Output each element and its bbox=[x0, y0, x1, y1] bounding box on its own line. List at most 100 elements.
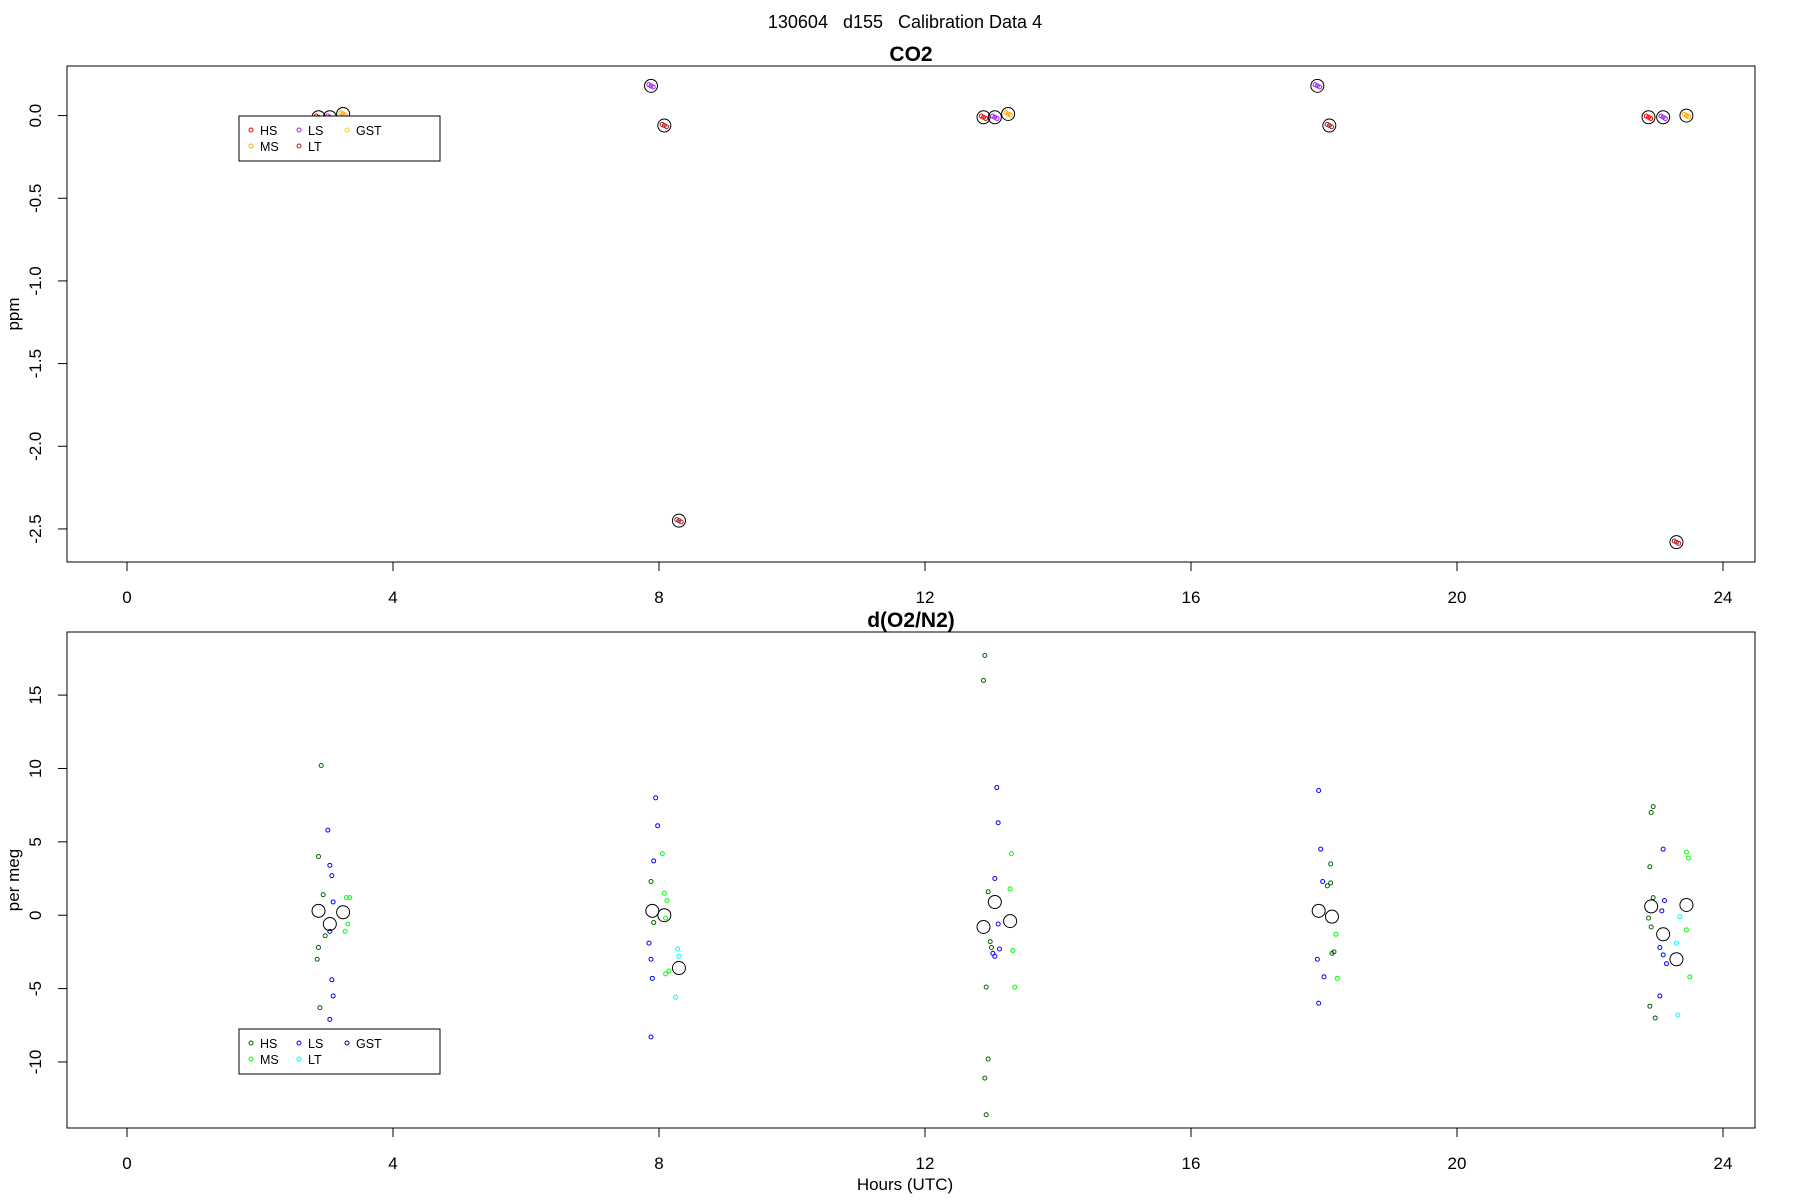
o2n2-legend-label-lt: LT bbox=[308, 1053, 322, 1067]
o2n2-legend-marker-ms bbox=[248, 1056, 254, 1062]
o2n2-point-hs bbox=[982, 652, 988, 658]
o2n2-point-hs bbox=[651, 920, 657, 926]
o2n2-point-hs bbox=[314, 956, 320, 962]
co2-legend-label-lt: LT bbox=[308, 140, 322, 154]
o2n2-point-lt bbox=[676, 953, 682, 959]
o2n2-legend: HS MS LS LT GST bbox=[238, 1028, 441, 1075]
o2n2-point-lt bbox=[673, 994, 679, 1000]
o2n2-point-hs bbox=[987, 939, 993, 945]
o2n2-point-ms bbox=[1333, 931, 1339, 937]
co2-x-tick-label: 12 bbox=[916, 588, 935, 607]
o2n2-point-hs bbox=[985, 1056, 991, 1062]
co2-point-ms bbox=[1686, 114, 1692, 120]
co2-y-tick-label: -2.5 bbox=[26, 514, 45, 543]
o2n2-point-ls bbox=[646, 940, 652, 946]
co2-point-hs bbox=[1648, 115, 1654, 121]
co2-legend-label-hs: HS bbox=[260, 124, 277, 138]
co2-y-tick-label: -0.5 bbox=[26, 184, 45, 213]
o2n2-point-ls bbox=[327, 1016, 333, 1022]
co2-x-tick-label: 20 bbox=[1448, 588, 1467, 607]
o2n2-point-hs bbox=[318, 763, 324, 769]
o2n2-point-hs bbox=[982, 1075, 988, 1081]
o2n2-y-tick-label: 10 bbox=[26, 759, 45, 778]
o2n2-point-ms bbox=[659, 851, 665, 857]
co2-legend-marker-ms bbox=[248, 143, 254, 149]
o2n2-legend-label-hs: HS bbox=[260, 1037, 277, 1051]
o2n2-point-ls bbox=[330, 899, 336, 905]
o2n2-y-tick-label: 15 bbox=[26, 686, 45, 705]
o2n2-y-tick-label: -5 bbox=[26, 981, 45, 996]
co2-y-tick-label: -2.0 bbox=[26, 432, 45, 461]
co2-legend-box bbox=[238, 115, 441, 162]
o2n2-point-ms bbox=[1685, 855, 1691, 861]
co2-mean-marker-unnamed bbox=[1322, 118, 1337, 133]
co2-mean-marker-ls bbox=[644, 78, 659, 93]
o2n2-mean-marker-hs bbox=[1644, 899, 1659, 914]
x-axis-label-bottom: Hours (UTC) bbox=[857, 1175, 953, 1194]
co2-panel: CO2 0 4 8 12 16 20 24 0.0 -0.5 -1.0 -1.5 -2.0 -2.5 ppm… bbox=[4, 43, 1756, 607]
o2n2-point-ls bbox=[1321, 974, 1327, 980]
co2-legend-marker-lt bbox=[296, 143, 302, 149]
o2n2-mean-marker-ls bbox=[1656, 927, 1671, 942]
o2n2-point-ls bbox=[1660, 846, 1666, 852]
o2n2-mean-marker-lt bbox=[671, 961, 686, 976]
co2-point-unnamed bbox=[664, 124, 670, 130]
o2n2-point-ls bbox=[327, 928, 333, 934]
o2n2-point-ls bbox=[1660, 952, 1666, 958]
o2n2-point-ls bbox=[648, 1034, 654, 1040]
o2n2-y-tick-label: -10 bbox=[26, 1050, 45, 1075]
co2-point-ls bbox=[1317, 84, 1323, 90]
co2-mean-marker-ls bbox=[1310, 78, 1325, 93]
co2-x-tick-label: 16 bbox=[1182, 588, 1201, 607]
co2-mean-marker-hs bbox=[976, 110, 991, 125]
o2n2-legend-marker-ls bbox=[296, 1040, 302, 1046]
co2-point-unnamed bbox=[1329, 124, 1335, 130]
o2n2-legend-marker-hs bbox=[248, 1040, 254, 1046]
o2n2-point-hs bbox=[981, 677, 987, 683]
o2n2-x-tick-label: 16 bbox=[1182, 1154, 1201, 1173]
co2-x-tick-label: 8 bbox=[654, 588, 663, 607]
o2n2-point-ms bbox=[661, 890, 667, 896]
o2n2-mean-marker-ls bbox=[645, 903, 660, 918]
o2n2-y-axis-label: per meg bbox=[4, 849, 23, 911]
o2n2-point-ms bbox=[1012, 984, 1018, 990]
o2n2-point-hs bbox=[1647, 864, 1653, 870]
o2n2-point-ls bbox=[1659, 908, 1665, 914]
co2-y-axis-label: ppm bbox=[4, 297, 23, 330]
o2n2-point-ls bbox=[995, 820, 1001, 826]
o2n2-point-hs bbox=[320, 892, 326, 898]
o2n2-point-ls bbox=[1657, 993, 1663, 999]
o2n2-point-hs bbox=[1324, 883, 1330, 889]
o2n2-point-ms bbox=[1683, 927, 1689, 933]
o2n2-point-hs bbox=[1328, 880, 1334, 886]
o2n2-mean-marker-ms bbox=[1679, 897, 1694, 912]
o2n2-point-hs bbox=[648, 878, 654, 884]
o2n2-point-hs bbox=[983, 1112, 989, 1118]
co2-mean-marker-hs bbox=[1641, 110, 1656, 125]
o2n2-mean-marker-ls bbox=[1311, 903, 1326, 918]
o2n2-point-ms bbox=[1687, 974, 1693, 980]
co2-mean-marker-ms bbox=[1679, 108, 1694, 123]
o2n2-mean-marker-ms bbox=[657, 908, 672, 923]
co2-mean-marker-ls bbox=[987, 110, 1002, 125]
o2n2-point-ms bbox=[345, 921, 351, 927]
o2n2-point-hs bbox=[1648, 924, 1654, 930]
o2n2-point-ms bbox=[342, 928, 348, 934]
o2n2-point-ls bbox=[1316, 787, 1322, 793]
co2-mean-marker-lt bbox=[671, 513, 686, 528]
co2-mean-marker-lt bbox=[1669, 535, 1684, 550]
co2-point-ls bbox=[1662, 115, 1668, 121]
o2n2-point-ms bbox=[1334, 975, 1340, 981]
o2n2-mean-marker-ms bbox=[1003, 914, 1018, 929]
co2-legend-label-ms: MS bbox=[260, 140, 279, 154]
o2n2-point-ms bbox=[664, 898, 670, 904]
o2n2-point-ls bbox=[1663, 961, 1669, 967]
co2-y-tick-label: 0.0 bbox=[26, 104, 45, 128]
o2n2-point-ls bbox=[992, 953, 998, 959]
o2n2-point-ms bbox=[343, 895, 349, 901]
co2-x-tick-label: 0 bbox=[122, 588, 131, 607]
co2-point-ls bbox=[650, 84, 656, 90]
o2n2-point-hs bbox=[1646, 915, 1652, 921]
o2n2-mean-marker-ls bbox=[987, 895, 1002, 910]
co2-legend-marker-hs bbox=[248, 127, 254, 133]
